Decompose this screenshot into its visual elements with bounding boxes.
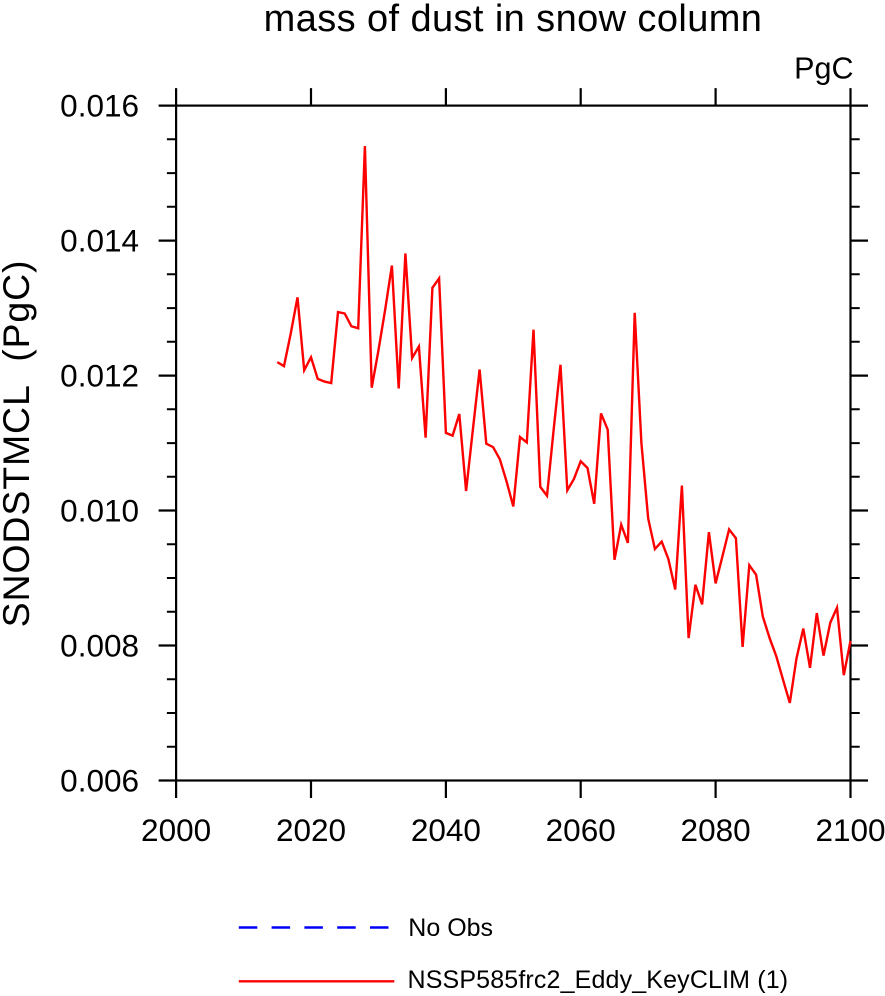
svg-text:2040: 2040 — [411, 812, 481, 848]
svg-text:2080: 2080 — [681, 812, 751, 848]
svg-text:No Obs: No Obs — [408, 914, 493, 942]
svg-text:2100: 2100 — [815, 812, 885, 848]
svg-text:NSSP585frc2_Eddy_KeyCLIM (1): NSSP585frc2_Eddy_KeyCLIM (1) — [408, 966, 789, 994]
svg-text:mass of dust in snow column: mass of dust in snow column — [264, 0, 763, 40]
svg-text:0.008: 0.008 — [60, 628, 139, 664]
svg-text:PgC: PgC — [794, 52, 853, 86]
svg-text:2000: 2000 — [141, 812, 211, 848]
svg-text:SNODSTMCL (PgC): SNODSTMCL (PgC) — [0, 260, 37, 628]
svg-text:0.006: 0.006 — [60, 763, 139, 799]
svg-text:2060: 2060 — [546, 812, 616, 848]
svg-text:0.016: 0.016 — [60, 88, 139, 124]
svg-text:2020: 2020 — [276, 812, 346, 848]
svg-text:0.012: 0.012 — [60, 358, 139, 394]
svg-text:0.014: 0.014 — [60, 223, 139, 259]
svg-text:0.010: 0.010 — [60, 493, 139, 529]
